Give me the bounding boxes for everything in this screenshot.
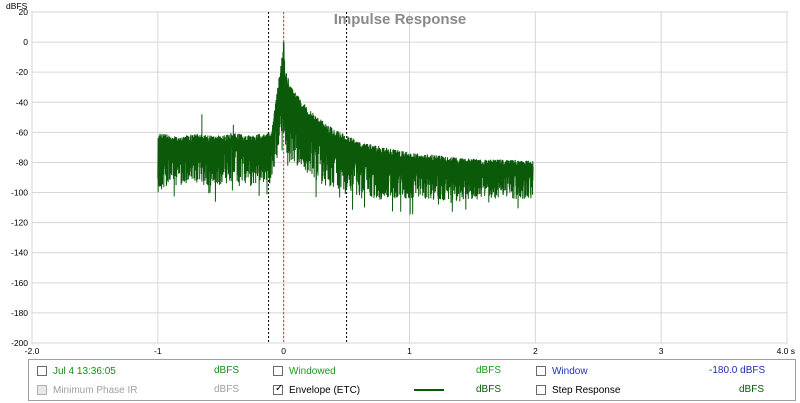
y-tick-label: -80: [16, 157, 29, 167]
y-tick-label: 0: [23, 37, 28, 47]
y-tick-label: -100: [11, 188, 28, 198]
window-value: -180.0 dBFS: [709, 365, 766, 376]
x-tick-label: 2: [533, 346, 538, 356]
x-tick-label: 4.0 s: [777, 346, 795, 356]
windowed-checkbox[interactable]: [273, 366, 283, 376]
min-phase-checkbox: [37, 385, 47, 395]
envelope-unit: dBFS: [476, 384, 502, 395]
legend-panel: Jul 4 13:36:05 dBFS Windowed dBFS Window…: [28, 359, 796, 401]
grid-lines: [31, 11, 788, 344]
chart-title: Impulse Response: [334, 11, 467, 28]
y-tick-label: -200: [11, 338, 28, 348]
legend-min-phase-item: Minimum Phase IR: [37, 381, 137, 399]
y-tick-label: -20: [16, 67, 29, 77]
envelope-series-line: [157, 46, 534, 215]
y-axis-label: dBFS: [6, 1, 28, 11]
x-tick-label: 3: [659, 346, 664, 356]
chart-canvas[interactable]: 200-20-40-60-80-100-120-140-160-180-200-…: [0, 0, 800, 357]
envelope-checkbox[interactable]: ✓: [273, 383, 284, 395]
x-tick-label: -1: [154, 346, 162, 356]
measurement-checkbox[interactable]: [37, 366, 47, 376]
y-tick-label: -180: [11, 308, 28, 318]
measurement-unit: dBFS: [214, 365, 240, 376]
y-tick-label: -160: [11, 278, 28, 288]
windowed-unit: dBFS: [476, 365, 502, 376]
windowed-label: Windowed: [289, 365, 336, 377]
legend-measurement-item[interactable]: Jul 4 13:36:05: [37, 362, 116, 380]
window-checkbox[interactable]: [536, 366, 546, 376]
legend-row-2: Minimum Phase IR dBFS ✓ Envelope (ETC) d…: [29, 381, 795, 399]
measurement-label: Jul 4 13:36:05: [53, 365, 116, 377]
legend-step-item[interactable]: Step Response: [536, 381, 620, 399]
legend-envelope-item[interactable]: ✓ Envelope (ETC): [273, 381, 360, 399]
y-tick-label: -40: [16, 97, 29, 107]
y-tick-label: -120: [11, 218, 28, 228]
min-phase-unit: dBFS: [214, 384, 240, 395]
y-tick-label: -140: [11, 248, 28, 258]
y-tick-label: 20: [19, 7, 29, 17]
legend-windowed-item[interactable]: Windowed: [273, 362, 336, 380]
step-checkbox[interactable]: [536, 385, 546, 395]
window-label: Window: [552, 365, 588, 377]
legend-window-item[interactable]: Window: [536, 362, 588, 380]
x-tick-label: -2.0: [25, 346, 40, 356]
y-tick-label: -60: [16, 127, 29, 137]
x-tick-label: 0: [281, 346, 286, 356]
envelope-label: Envelope (ETC): [289, 384, 361, 396]
checkmark-icon: ✓: [275, 383, 284, 394]
legend-row-1: Jul 4 13:36:05 dBFS Windowed dBFS Window…: [29, 362, 795, 380]
step-label: Step Response: [552, 384, 621, 396]
envelope-line-swatch: [414, 389, 444, 391]
step-unit: dBFS: [739, 384, 765, 395]
min-phase-label: Minimum Phase IR: [53, 384, 138, 396]
x-tick-label: 1: [407, 346, 412, 356]
impulse-response-chart[interactable]: 20 0 -20 -40 -60 -80 -100 -120 -140 -160 -180 -200-…: [0, 0, 800, 357]
